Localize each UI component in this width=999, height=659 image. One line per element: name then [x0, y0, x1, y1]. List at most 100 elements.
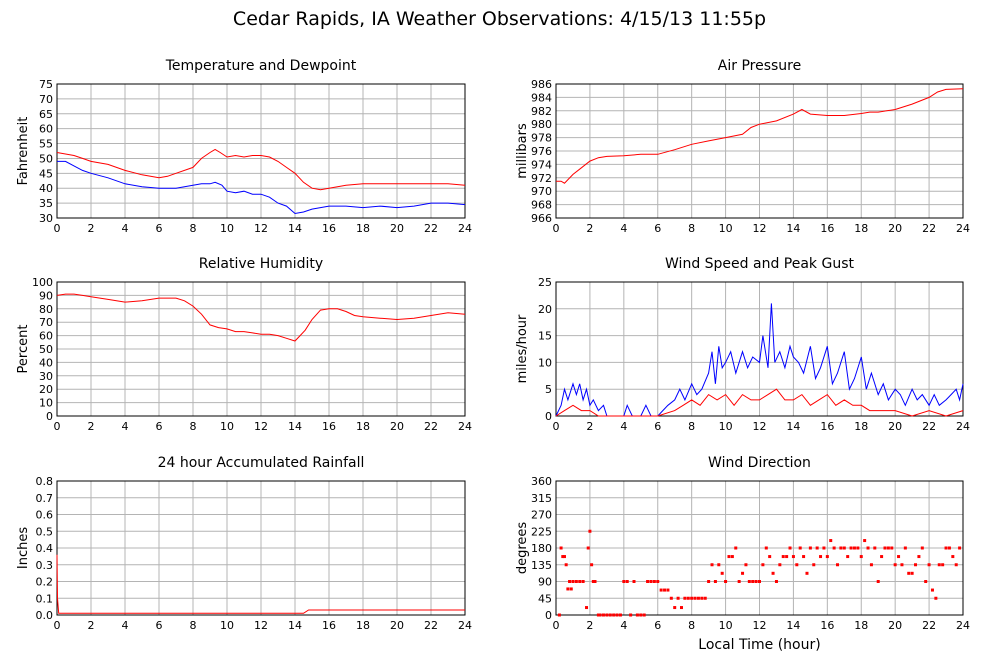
pressure-x-tick-label: 8 — [688, 222, 695, 235]
direction-point — [574, 580, 578, 583]
wind-frame — [555, 281, 964, 417]
humidity-frame — [56, 281, 466, 417]
humidity-x-tick-label: 4 — [122, 420, 129, 433]
humidity-y-tick-label: 70 — [39, 316, 53, 329]
temp-y-axis-label: Fahrenheit — [16, 117, 31, 186]
direction-point — [825, 555, 829, 559]
pressure-x-tick-label: 2 — [586, 222, 593, 235]
pressure-x-tick-label: 22 — [922, 222, 936, 235]
humidity-x-tick-label: 6 — [156, 420, 163, 433]
direction-point — [586, 546, 590, 550]
direction-point — [696, 596, 700, 600]
wind-x-tick-label: 16 — [820, 420, 834, 433]
direction-y-tick-label: 180 — [531, 542, 552, 555]
rain-y-tick-label: 0.4 — [36, 542, 54, 555]
pressure-x-tick-label: 24 — [956, 222, 970, 235]
direction-point — [747, 580, 751, 583]
direction-point — [812, 563, 816, 567]
rain-x-tick-label: 12 — [254, 619, 268, 632]
direction-point — [618, 613, 622, 617]
rain-y-tick-label: 0.2 — [36, 576, 54, 589]
wind-x-tick-label: 12 — [753, 420, 767, 433]
wind-x-tick-label: 18 — [854, 420, 868, 433]
direction-point — [652, 580, 656, 583]
direction-point — [571, 580, 575, 583]
direction-point — [910, 571, 914, 575]
temp-x-tick-label: 20 — [390, 222, 404, 235]
temp-y-tick-label: 45 — [39, 167, 53, 180]
pressure-x-tick-label: 16 — [820, 222, 834, 235]
direction-point — [839, 546, 843, 550]
temp-series-line-1 — [56, 148, 466, 191]
direction-point — [873, 546, 877, 550]
rain-series-line-1 — [56, 554, 465, 614]
humidity-y-tick-label: 80 — [39, 303, 53, 316]
pressure-y-tick-label: 966 — [531, 212, 552, 225]
direction-point — [562, 555, 566, 559]
pressure-y-tick-label: 972 — [531, 172, 552, 185]
pressure-x-tick-label: 10 — [719, 222, 733, 235]
pressure-frame — [555, 83, 964, 219]
pressure-y-tick-label: 970 — [531, 185, 552, 198]
direction-point — [690, 596, 694, 600]
direction-point — [656, 580, 660, 583]
direction-point — [859, 555, 863, 559]
pressure-x-tick-label: 0 — [553, 222, 560, 235]
humidity-x-tick-label: 20 — [390, 420, 404, 433]
pressure-x-tick-label: 18 — [854, 222, 868, 235]
direction-point — [785, 555, 789, 559]
direction-point — [849, 546, 853, 550]
temp-y-tick-label: 75 — [39, 78, 53, 91]
direction-point — [669, 596, 673, 600]
direction-point — [947, 546, 951, 550]
page-title: Cedar Rapids, IA Weather Observations: 4… — [232, 8, 767, 30]
direction-point — [590, 563, 594, 567]
direction-x-tick-label: 10 — [719, 619, 733, 632]
direction-point — [768, 555, 772, 559]
direction-point — [615, 613, 619, 617]
direction-point — [730, 555, 734, 559]
humidity-y-tick-label: 20 — [39, 383, 53, 396]
direction-point — [559, 546, 563, 550]
pressure-x-tick-label: 6 — [654, 222, 661, 235]
wind-x-tick-label: 22 — [922, 420, 936, 433]
rain-chart: 0 2 4 6 8 10 12 14 16 18 20 22 240.00.10.20.30.40.50… — [16, 455, 472, 632]
direction-point — [734, 546, 738, 550]
humidity-x-tick-label: 12 — [254, 420, 268, 433]
wind-x-tick-label: 10 — [719, 420, 733, 433]
direction-x-tick-label: 16 — [820, 619, 834, 632]
direction-point — [808, 546, 812, 550]
humidity-title: Relative Humidity — [199, 256, 323, 272]
wind-y-axis-label: miles/hour — [515, 314, 530, 383]
direction-point — [788, 546, 792, 550]
direction-point — [954, 563, 958, 567]
direction-point — [676, 596, 680, 600]
direction-point — [601, 613, 605, 617]
direction-point — [893, 563, 897, 567]
pressure-x-tick-label: 20 — [888, 222, 902, 235]
direction-y-tick-label: 225 — [531, 525, 552, 538]
rain-x-tick-label: 16 — [322, 619, 336, 632]
direction-y-tick-label: 315 — [531, 492, 552, 505]
direction-point — [937, 563, 941, 567]
rain-y-tick-label: 0.1 — [36, 592, 54, 605]
rain-x-tick-label: 8 — [190, 619, 197, 632]
direction-point — [880, 555, 884, 559]
direction-point — [863, 539, 867, 543]
direction-point — [737, 580, 741, 583]
wind-x-tick-label: 0 — [553, 420, 560, 433]
pressure-y-axis-label: millibars — [515, 123, 530, 179]
temp-y-tick-label: 30 — [39, 212, 53, 225]
direction-point — [629, 613, 633, 617]
direction-point — [744, 563, 748, 567]
temp-x-tick-label: 18 — [356, 222, 370, 235]
direction-point — [907, 571, 911, 575]
direction-frame — [555, 480, 964, 616]
direction-point — [585, 606, 589, 610]
temp-x-tick-label: 12 — [254, 222, 268, 235]
humidity-y-axis-label: Percent — [16, 325, 31, 374]
direction-point — [761, 563, 765, 567]
rain-y-axis-label: Inches — [16, 527, 31, 569]
direction-point — [883, 546, 887, 550]
